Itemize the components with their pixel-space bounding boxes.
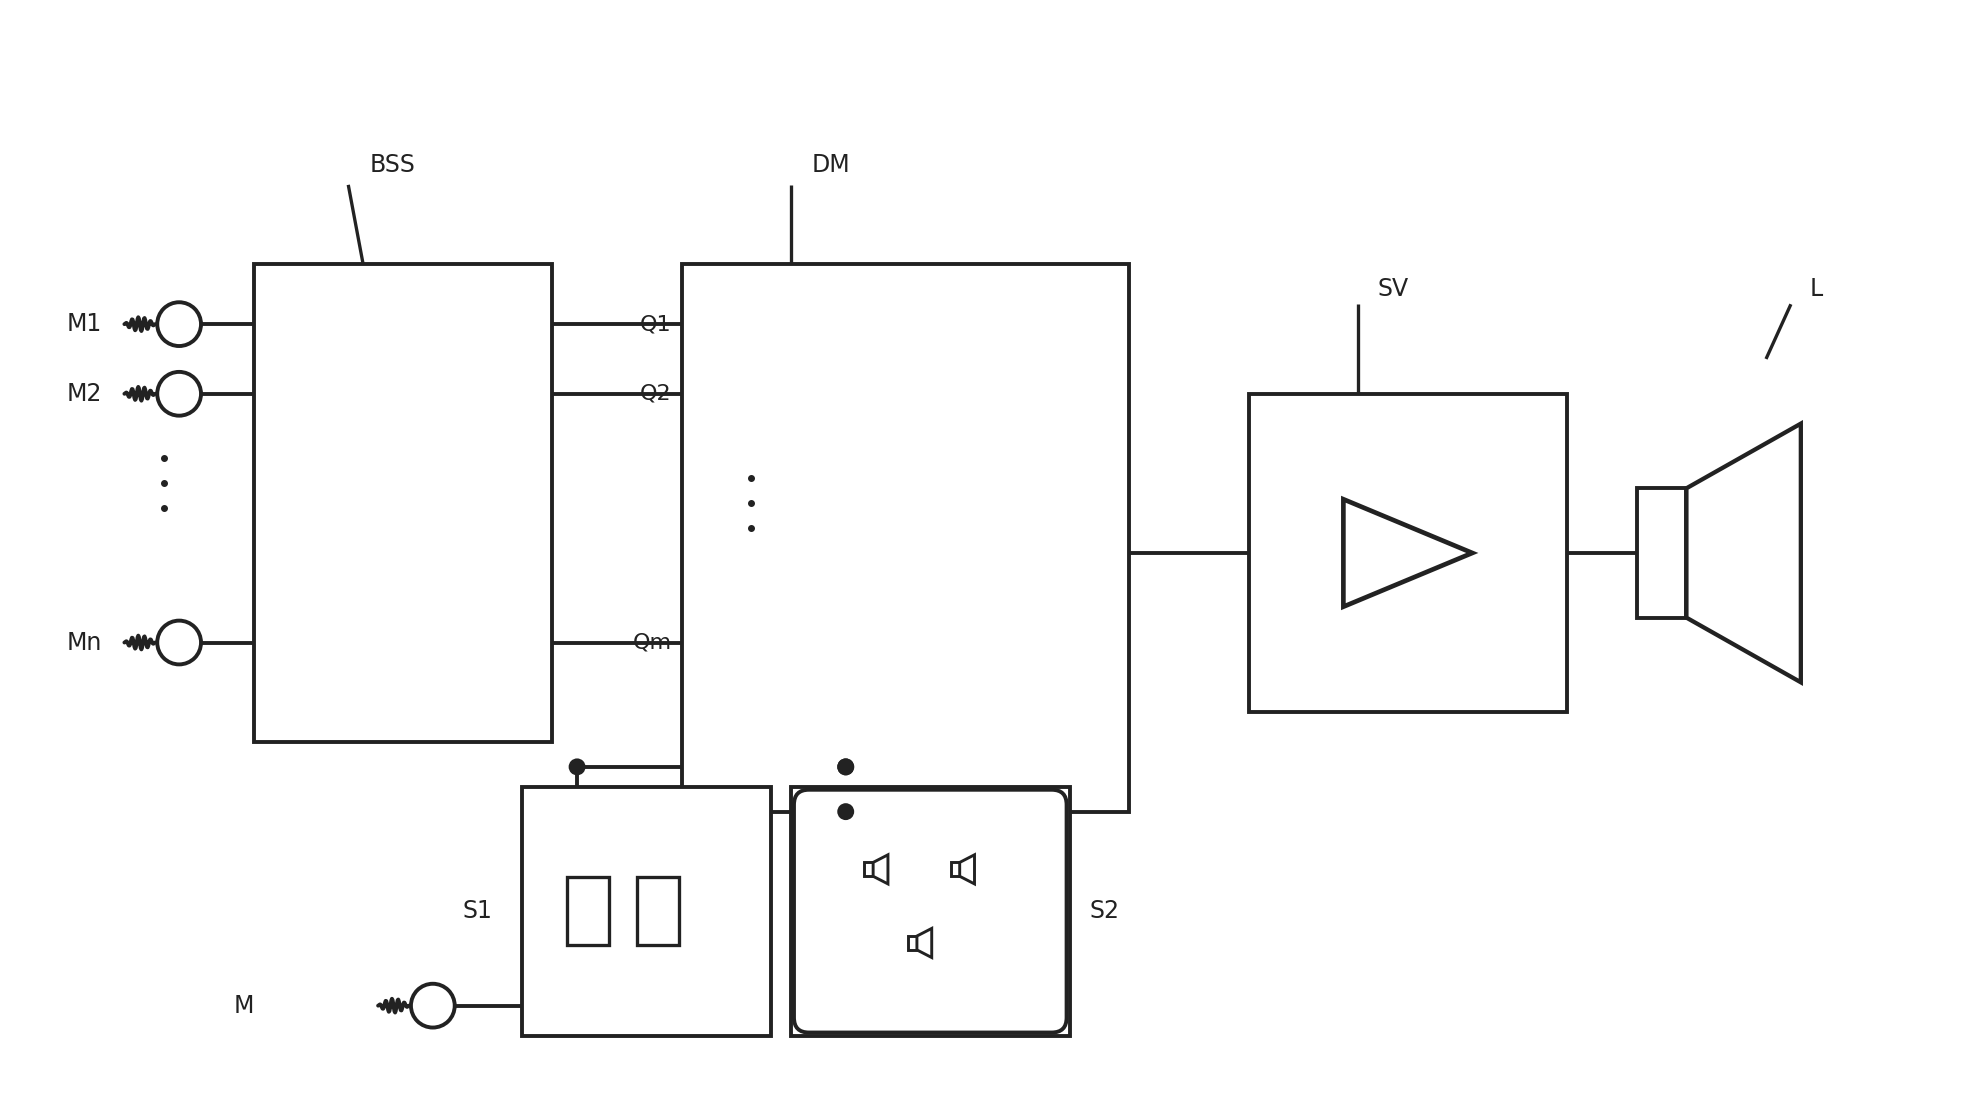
Polygon shape <box>959 855 975 884</box>
FancyBboxPatch shape <box>793 790 1067 1033</box>
Bar <box>637 878 679 945</box>
Bar <box>523 787 771 1035</box>
Text: M2: M2 <box>67 381 101 406</box>
Bar <box>1249 393 1567 713</box>
Bar <box>791 787 1069 1035</box>
Bar <box>1638 489 1687 618</box>
Circle shape <box>837 803 854 820</box>
Text: BSS: BSS <box>371 153 416 177</box>
Text: M: M <box>233 994 255 1018</box>
Text: Q2: Q2 <box>639 384 671 403</box>
Text: Q1: Q1 <box>639 314 671 334</box>
Circle shape <box>837 759 854 775</box>
Circle shape <box>158 303 201 346</box>
Polygon shape <box>874 855 888 884</box>
Bar <box>864 862 874 877</box>
Text: S1: S1 <box>462 900 493 924</box>
Text: Qm: Qm <box>633 633 671 653</box>
Bar <box>681 265 1129 812</box>
Polygon shape <box>1687 424 1801 682</box>
Bar <box>908 936 917 950</box>
Circle shape <box>158 621 201 665</box>
Text: L: L <box>1809 278 1823 302</box>
Text: S2: S2 <box>1089 900 1119 924</box>
Bar <box>566 878 610 945</box>
Text: M1: M1 <box>67 313 101 337</box>
Polygon shape <box>1344 500 1472 607</box>
Text: Mn: Mn <box>67 631 101 655</box>
Text: SV: SV <box>1377 278 1409 302</box>
Text: DM: DM <box>811 153 850 177</box>
Circle shape <box>837 759 854 775</box>
Bar <box>951 862 959 877</box>
Bar <box>255 265 552 742</box>
Circle shape <box>568 759 586 775</box>
Polygon shape <box>917 928 931 957</box>
Circle shape <box>158 372 201 415</box>
Circle shape <box>410 984 454 1027</box>
